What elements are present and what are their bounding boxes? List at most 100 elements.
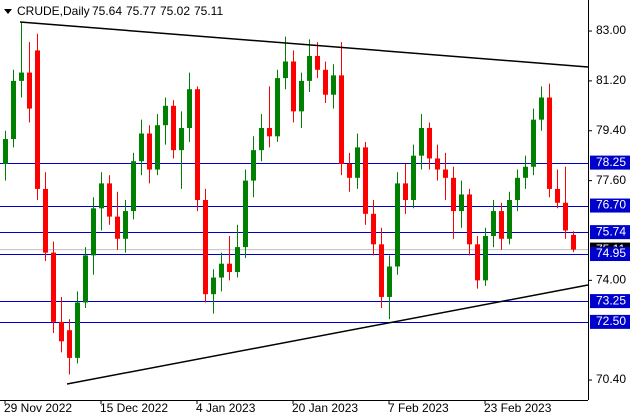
levels <box>0 163 588 323</box>
x-tick-label: 20 Jan 2023 <box>292 401 358 415</box>
candle-body <box>339 75 344 164</box>
candle-body <box>59 321 64 342</box>
y-tick-label: 83.00 <box>596 23 626 37</box>
candle-body <box>395 183 400 267</box>
candle-body <box>19 72 24 81</box>
level-box <box>590 294 630 309</box>
x-tick-label: 29 Nov 2022 <box>4 401 72 415</box>
candle-body <box>355 147 360 178</box>
candle-body <box>259 127 264 151</box>
level-box <box>590 225 630 240</box>
candle-body <box>203 200 208 295</box>
y-tick-label: 79.40 <box>596 123 626 137</box>
candle-body <box>291 61 296 112</box>
candle-body <box>531 119 536 167</box>
candle-body <box>427 127 432 159</box>
candle-body <box>323 69 328 95</box>
candle-body <box>443 169 448 178</box>
x-tick-label: 15 Dec 2022 <box>100 401 168 415</box>
candle-body <box>475 244 480 281</box>
header-low: 75.02 <box>160 4 190 18</box>
trendline-lower <box>66 284 589 385</box>
candle-body <box>235 247 240 273</box>
candles <box>3 22 576 375</box>
candle-body <box>467 194 472 245</box>
candle-body <box>283 61 288 79</box>
candle-body <box>83 255 88 303</box>
candle-body <box>123 211 128 239</box>
candle-body <box>91 208 96 256</box>
candle-body <box>75 302 80 358</box>
level-label: 72.50 <box>596 314 626 328</box>
candle-body <box>363 147 368 214</box>
y-tick-label: 77.60 <box>596 173 626 187</box>
chart-title: CRUDE,Daily <box>17 4 90 18</box>
candle-body <box>419 127 424 156</box>
header-close: 75.11 <box>194 4 223 18</box>
candle-body <box>483 236 488 281</box>
trendline-upper <box>19 21 589 68</box>
candle-body <box>171 105 176 151</box>
level-label: 76.70 <box>596 198 626 212</box>
candle-body <box>379 244 384 297</box>
candle-body <box>35 50 40 189</box>
level-label: 75.74 <box>596 224 626 238</box>
candle-body <box>67 330 72 358</box>
candle-body <box>139 133 144 162</box>
header-open: 75.64 <box>92 4 122 18</box>
candle-body <box>251 150 256 181</box>
level-label: 73.25 <box>596 293 626 307</box>
candle-body <box>347 163 352 178</box>
candle-body <box>435 158 440 170</box>
candle-body <box>563 202 568 231</box>
x-tick-label: 23 Feb 2023 <box>484 401 552 415</box>
candle-body <box>499 211 504 239</box>
candle-body <box>11 80 16 140</box>
candle-body <box>27 72 32 109</box>
candle-body <box>515 177 520 200</box>
candle-body <box>3 139 8 164</box>
candle-body <box>555 188 560 203</box>
candle-body <box>195 89 200 200</box>
candle-body <box>299 80 304 112</box>
candle-body <box>411 155 416 200</box>
candle-body <box>307 55 312 81</box>
y-tick-label: 81.20 <box>596 73 626 87</box>
candle-body <box>403 183 408 200</box>
candle-body <box>267 127 272 137</box>
candle-body <box>507 200 512 239</box>
candle-body <box>243 180 248 248</box>
level-box <box>590 198 630 213</box>
level-box <box>590 247 630 262</box>
candle-body <box>147 133 152 170</box>
candle-body <box>107 183 112 217</box>
candle-body <box>459 194 464 212</box>
header-high: 75.77 <box>126 4 156 18</box>
candle-body <box>571 234 576 250</box>
candle-body <box>115 216 120 239</box>
x-tick-label: 7 Feb 2023 <box>388 401 449 415</box>
candle-body <box>211 277 216 295</box>
candle-body <box>331 75 336 95</box>
candle-body <box>131 161 136 212</box>
candle-body <box>315 55 320 70</box>
candle-body <box>51 252 56 322</box>
candle-body <box>371 213 376 245</box>
candle-body <box>227 263 232 273</box>
candle-body <box>163 105 168 126</box>
candle-body <box>219 263 224 278</box>
candle-body <box>99 183 104 209</box>
menu-arrow <box>4 9 12 14</box>
level-label: 78.25 <box>596 155 626 169</box>
candle-body <box>187 89 192 128</box>
candle-body <box>43 188 48 253</box>
candle-body <box>451 177 456 212</box>
y-tick-label: 70.40 <box>596 372 626 386</box>
level-label: 74.95 <box>596 246 626 260</box>
candle-body <box>155 125 160 170</box>
axis-labels: 83.00 81.20 79.40 77.60 74.00 70.40 29 Nov 202… <box>4 23 630 415</box>
candle-body <box>523 166 528 178</box>
candle-body <box>547 97 552 189</box>
